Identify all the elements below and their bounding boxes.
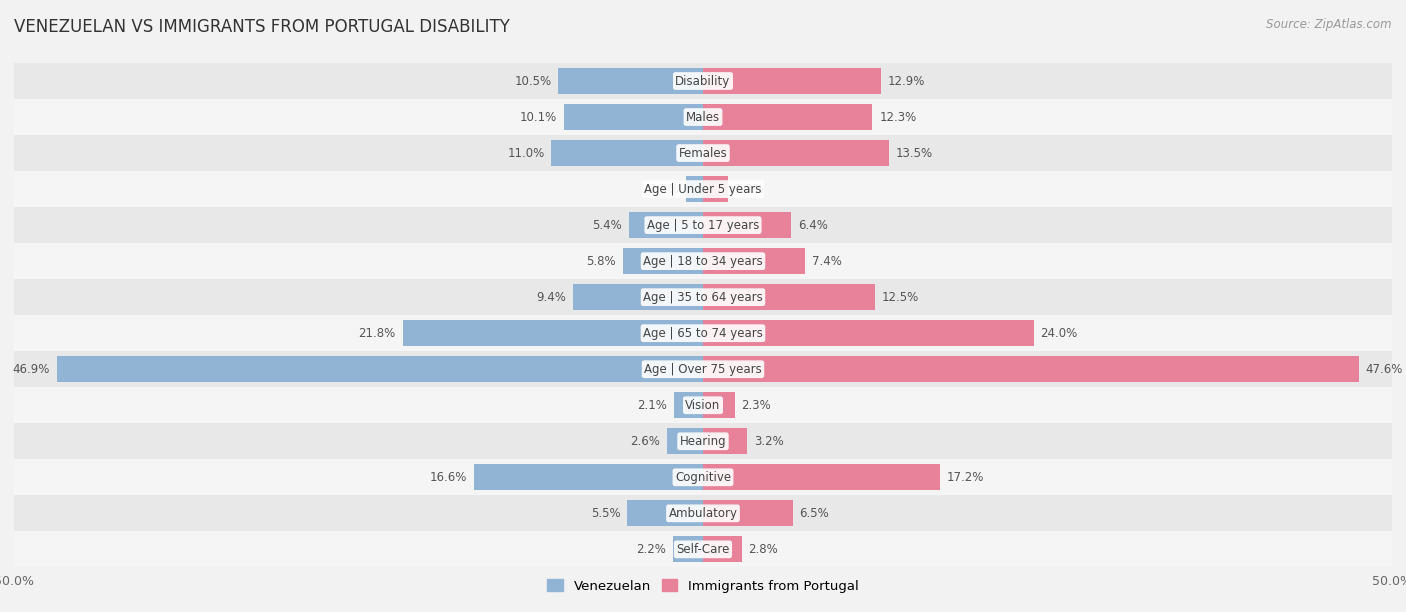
Text: Females: Females	[679, 146, 727, 160]
Text: Age | 18 to 34 years: Age | 18 to 34 years	[643, 255, 763, 267]
Text: 10.5%: 10.5%	[515, 75, 551, 88]
Text: 16.6%: 16.6%	[430, 471, 467, 484]
Bar	[474, 465, 703, 490]
Bar	[56, 356, 703, 382]
Bar	[14, 459, 1392, 495]
Text: Age | Under 5 years: Age | Under 5 years	[644, 182, 762, 196]
Text: 17.2%: 17.2%	[946, 471, 984, 484]
Bar	[703, 320, 1033, 346]
Text: 5.4%: 5.4%	[592, 218, 621, 231]
Bar	[668, 428, 703, 454]
Bar	[703, 465, 941, 490]
Bar	[574, 284, 703, 310]
Text: Age | 5 to 17 years: Age | 5 to 17 years	[647, 218, 759, 231]
Bar	[402, 320, 703, 346]
Text: 46.9%: 46.9%	[13, 363, 49, 376]
Text: 21.8%: 21.8%	[359, 327, 395, 340]
Bar	[551, 140, 703, 166]
Text: Disability: Disability	[675, 75, 731, 88]
Text: 12.3%: 12.3%	[879, 111, 917, 124]
Text: 1.8%: 1.8%	[735, 182, 765, 196]
Text: Source: ZipAtlas.com: Source: ZipAtlas.com	[1267, 18, 1392, 31]
Bar	[703, 68, 880, 94]
Bar	[686, 176, 703, 202]
Bar	[623, 248, 703, 274]
Bar	[14, 207, 1392, 243]
Bar	[703, 140, 889, 166]
Bar	[14, 424, 1392, 459]
Bar	[703, 501, 793, 526]
Text: 5.8%: 5.8%	[586, 255, 616, 267]
Bar	[703, 248, 806, 274]
Text: Vision: Vision	[685, 399, 721, 412]
Bar	[558, 68, 703, 94]
Text: Males: Males	[686, 111, 720, 124]
Bar	[14, 63, 1392, 99]
Text: 6.4%: 6.4%	[799, 218, 828, 231]
Text: 13.5%: 13.5%	[896, 146, 934, 160]
Text: 10.1%: 10.1%	[520, 111, 557, 124]
Bar	[14, 495, 1392, 531]
Text: 47.6%: 47.6%	[1365, 363, 1403, 376]
Bar	[703, 392, 735, 418]
Bar	[14, 135, 1392, 171]
Text: Hearing: Hearing	[679, 435, 727, 448]
Text: 3.2%: 3.2%	[754, 435, 783, 448]
Bar	[14, 243, 1392, 279]
Bar	[14, 171, 1392, 207]
Bar	[14, 99, 1392, 135]
Bar	[673, 392, 703, 418]
Bar	[14, 387, 1392, 424]
Bar	[627, 501, 703, 526]
Text: 1.2%: 1.2%	[650, 182, 679, 196]
Text: 2.2%: 2.2%	[636, 543, 666, 556]
Text: 24.0%: 24.0%	[1040, 327, 1078, 340]
Bar	[14, 351, 1392, 387]
Text: Self-Care: Self-Care	[676, 543, 730, 556]
Text: 12.5%: 12.5%	[882, 291, 920, 304]
Text: 2.3%: 2.3%	[741, 399, 772, 412]
Text: 5.5%: 5.5%	[591, 507, 620, 520]
Text: Age | Over 75 years: Age | Over 75 years	[644, 363, 762, 376]
Text: 9.4%: 9.4%	[537, 291, 567, 304]
Text: 12.9%: 12.9%	[887, 75, 925, 88]
Text: 11.0%: 11.0%	[508, 146, 544, 160]
Text: Cognitive: Cognitive	[675, 471, 731, 484]
Bar	[14, 279, 1392, 315]
Bar	[14, 315, 1392, 351]
Bar	[703, 284, 875, 310]
Bar	[703, 212, 792, 238]
Bar	[703, 176, 728, 202]
Bar	[564, 104, 703, 130]
Bar	[703, 104, 873, 130]
Text: Ambulatory: Ambulatory	[668, 507, 738, 520]
Text: VENEZUELAN VS IMMIGRANTS FROM PORTUGAL DISABILITY: VENEZUELAN VS IMMIGRANTS FROM PORTUGAL D…	[14, 18, 510, 36]
Bar	[703, 428, 747, 454]
Text: 2.1%: 2.1%	[637, 399, 668, 412]
Bar	[703, 356, 1358, 382]
Text: Age | 35 to 64 years: Age | 35 to 64 years	[643, 291, 763, 304]
Bar	[14, 531, 1392, 567]
Bar	[628, 212, 703, 238]
Text: 7.4%: 7.4%	[811, 255, 842, 267]
Text: 6.5%: 6.5%	[800, 507, 830, 520]
Text: 2.6%: 2.6%	[630, 435, 661, 448]
Text: 2.8%: 2.8%	[748, 543, 778, 556]
Bar	[672, 536, 703, 562]
Legend: Venezuelan, Immigrants from Portugal: Venezuelan, Immigrants from Portugal	[543, 574, 863, 598]
Bar	[703, 536, 741, 562]
Text: Age | 65 to 74 years: Age | 65 to 74 years	[643, 327, 763, 340]
